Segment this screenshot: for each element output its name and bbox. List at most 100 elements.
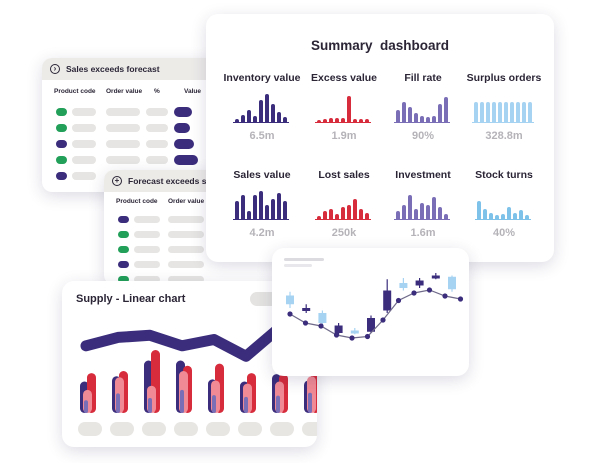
metric-value: 40% — [492, 227, 516, 239]
metric-bar — [271, 104, 275, 122]
metric-sparkbars[interactable] — [315, 187, 371, 220]
metric-bar — [277, 112, 281, 122]
metric-baseline — [315, 122, 371, 123]
metric-bar — [504, 102, 508, 122]
candle-body — [415, 280, 424, 286]
metric-value: 1.6m — [410, 227, 436, 239]
sales-panel-header: › Sales exceeds forecast — [42, 58, 246, 80]
status-pill — [118, 261, 129, 268]
metric-sparkbars[interactable] — [475, 187, 531, 220]
metric-value: 90% — [411, 130, 435, 142]
supply-bar — [308, 392, 312, 413]
metric-value: 328.8m — [485, 130, 523, 142]
chart-caption-placeholder — [284, 258, 324, 261]
trend-point — [395, 297, 402, 304]
metric-bar — [426, 205, 430, 219]
metric-bar — [510, 102, 514, 122]
chart-caption-placeholder — [284, 264, 312, 267]
candle-body — [448, 276, 456, 290]
metric-bar — [353, 199, 357, 219]
metric-bar — [498, 102, 502, 122]
metric-bar — [438, 207, 442, 219]
placeholder-bar — [72, 172, 96, 180]
metric-bar — [347, 205, 351, 219]
metric-title: Lost sales — [318, 169, 370, 181]
metric-bar — [489, 213, 493, 219]
metric-bar — [513, 213, 517, 219]
metric-bar — [265, 205, 269, 219]
metric-bar — [474, 102, 478, 122]
trend-point — [287, 311, 293, 317]
supply-chart-svg — [78, 323, 317, 436]
placeholder-bar — [72, 156, 96, 164]
metric-bar — [432, 116, 436, 122]
value-pill — [174, 155, 198, 165]
placeholder-bar — [134, 261, 160, 268]
metric-sparkbars[interactable] — [233, 187, 289, 220]
metric-bar — [396, 110, 400, 122]
plus-circle-icon[interactable]: + — [112, 176, 122, 186]
metric-bar — [414, 209, 418, 219]
supply-bar — [148, 397, 152, 413]
metric-bar — [408, 195, 412, 219]
metric-baseline — [315, 219, 371, 220]
candle-body — [286, 295, 294, 305]
metric-bar — [329, 118, 333, 122]
supply-bar — [116, 393, 120, 413]
value-pill — [174, 139, 194, 149]
metric-bar — [323, 211, 327, 219]
metric-sparkbars[interactable] — [233, 90, 289, 123]
status-pill — [118, 246, 129, 253]
status-pill — [56, 172, 67, 180]
metric-bar — [486, 102, 490, 122]
metric-bar — [247, 211, 251, 219]
metric-bar — [408, 107, 412, 122]
metric-bar — [235, 201, 239, 219]
metric-bar — [259, 100, 263, 122]
metric-bar — [335, 214, 339, 219]
metric-sparkbars[interactable] — [394, 90, 450, 123]
candlestick-svg — [286, 273, 464, 341]
candle-body — [318, 313, 327, 323]
metric-bar — [241, 115, 245, 122]
candle-body — [431, 275, 440, 279]
metric-sparkbars[interactable] — [472, 90, 534, 123]
summary-title: Summary dashboard — [310, 38, 450, 53]
sales-panel-title: Sales exceeds forecast — [66, 64, 160, 74]
status-pill — [118, 216, 129, 223]
trend-line — [289, 289, 461, 339]
metric-bar — [317, 120, 321, 122]
metric-bar — [359, 119, 363, 122]
candles — [286, 273, 456, 336]
trend-point — [349, 335, 355, 341]
trend-point — [442, 293, 448, 299]
x-tick-pill — [238, 422, 262, 436]
metric-title: Sales value — [233, 169, 291, 181]
metric-sparkbars[interactable] — [394, 187, 450, 220]
metric-bar — [341, 207, 345, 219]
chevron-circle-icon[interactable]: › — [50, 64, 60, 74]
x-tick-pill — [270, 422, 294, 436]
placeholder-bar — [168, 276, 204, 283]
placeholder-bar — [146, 156, 168, 164]
metric-bar — [365, 213, 369, 219]
candle-body — [302, 308, 311, 311]
placeholder-bar — [168, 246, 204, 253]
metric-bar — [516, 102, 520, 122]
trend-point — [426, 287, 433, 293]
metric-title: Investment — [395, 169, 451, 181]
candlestick-chart-panel — [272, 248, 469, 376]
x-tick-pill — [78, 422, 102, 436]
metric-title: Inventory value — [223, 72, 301, 84]
trend-point — [457, 296, 464, 302]
forecast-panel-title: Forecast exceeds sales — [128, 176, 223, 186]
metric-baseline — [394, 219, 450, 220]
placeholder-bar — [134, 216, 160, 223]
placeholder-bar — [106, 108, 140, 116]
supply-bar — [180, 389, 184, 413]
metric-bar — [480, 102, 484, 122]
metric-baseline — [394, 122, 450, 123]
metric-sparkbars[interactable] — [315, 90, 371, 123]
placeholder-bar — [134, 246, 160, 253]
candle-body — [383, 290, 392, 311]
